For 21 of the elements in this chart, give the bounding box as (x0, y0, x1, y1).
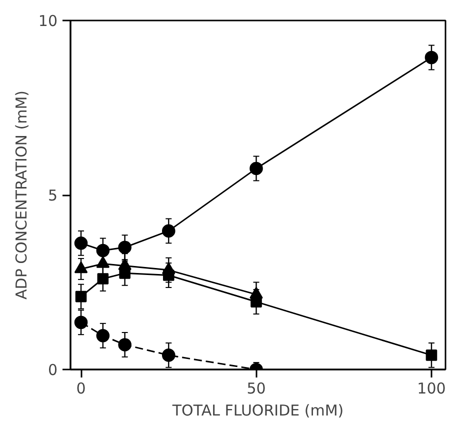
y-tick-label: 5 (48, 186, 58, 204)
point (118, 240, 132, 254)
x-tick-label: 0 (76, 380, 86, 398)
point (162, 348, 176, 362)
point (250, 162, 263, 176)
point (97, 273, 109, 284)
x-tick-label: 100 (417, 380, 446, 398)
point (162, 224, 176, 238)
y-tick-label: 10 (38, 12, 58, 30)
y-axis-title: ADP CONCENTRATION (mM) (12, 90, 30, 300)
x-axis-title: TOTAL FLUORIDE (mM) (171, 402, 344, 420)
point (74, 236, 88, 250)
x-tick-label: 50 (246, 380, 266, 398)
point (426, 350, 438, 361)
point (75, 290, 87, 302)
point (118, 338, 132, 352)
point (96, 329, 110, 342)
y-tick-label: 0 (48, 361, 58, 379)
point (74, 316, 88, 330)
point (424, 50, 438, 64)
point (96, 244, 110, 258)
